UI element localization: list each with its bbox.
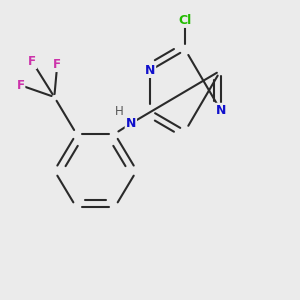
Text: Cl: Cl [179, 14, 192, 27]
Text: F: F [53, 58, 61, 71]
Text: F: F [16, 79, 24, 92]
Text: N: N [145, 64, 155, 77]
Text: H: H [115, 105, 124, 118]
Text: F: F [28, 55, 36, 68]
Text: N: N [215, 104, 226, 117]
Text: N: N [126, 117, 136, 130]
